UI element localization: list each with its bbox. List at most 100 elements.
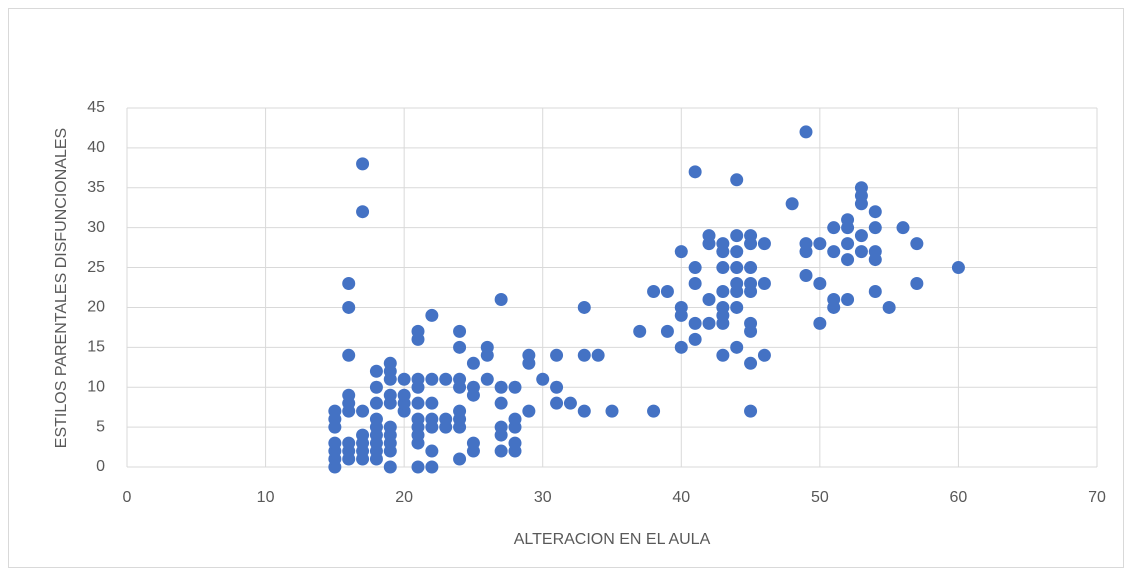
x-tick-label: 0 — [123, 489, 132, 506]
point — [660, 284, 674, 298]
point — [550, 380, 564, 394]
point — [716, 284, 730, 298]
point — [799, 237, 813, 251]
x-tick-label: 50 — [811, 489, 829, 506]
point — [730, 277, 744, 291]
y-tick-label: 10 — [87, 378, 105, 395]
x-tick-label: 30 — [534, 489, 552, 506]
point — [674, 340, 688, 354]
point — [841, 292, 855, 306]
point — [356, 157, 370, 171]
point — [688, 165, 702, 179]
point — [799, 269, 813, 283]
point — [730, 245, 744, 259]
point — [397, 388, 411, 402]
point — [411, 372, 425, 386]
point — [411, 412, 425, 426]
y-tick-label: 20 — [87, 299, 105, 316]
point — [342, 277, 356, 291]
point — [328, 404, 342, 418]
point — [785, 197, 799, 211]
point — [494, 444, 508, 458]
point — [647, 404, 661, 418]
x-tick-label: 70 — [1088, 489, 1106, 506]
point — [480, 340, 494, 354]
point — [744, 356, 758, 370]
point — [397, 372, 411, 386]
point — [356, 428, 370, 442]
point — [383, 388, 397, 402]
point — [342, 348, 356, 362]
point — [716, 237, 730, 251]
point — [854, 181, 868, 195]
point — [453, 340, 467, 354]
point — [730, 173, 744, 187]
point — [813, 316, 827, 330]
point — [882, 300, 896, 314]
point — [536, 372, 550, 386]
point — [522, 348, 536, 362]
point — [508, 436, 522, 450]
point — [425, 412, 439, 426]
point — [369, 412, 383, 426]
point — [494, 396, 508, 410]
x-tick-label: 60 — [950, 489, 968, 506]
point — [508, 380, 522, 394]
point — [841, 213, 855, 227]
point — [702, 316, 716, 330]
point — [757, 237, 771, 251]
point — [342, 436, 356, 450]
point — [716, 261, 730, 275]
point — [730, 261, 744, 275]
x-tick-label: 20 — [395, 489, 413, 506]
point — [688, 316, 702, 330]
point — [744, 229, 758, 243]
point — [356, 404, 370, 418]
point — [744, 404, 758, 418]
point — [730, 229, 744, 243]
point — [369, 364, 383, 378]
point — [813, 277, 827, 291]
point — [356, 205, 370, 219]
point — [369, 396, 383, 410]
point — [757, 277, 771, 291]
point — [439, 412, 453, 426]
y-tick-label: 5 — [96, 418, 105, 435]
point — [425, 444, 439, 458]
y-tick-label: 45 — [87, 99, 105, 116]
point — [744, 316, 758, 330]
point — [453, 372, 467, 386]
point — [328, 436, 342, 450]
point — [868, 245, 882, 259]
point — [480, 372, 494, 386]
point — [910, 277, 924, 291]
point — [702, 229, 716, 243]
point — [688, 277, 702, 291]
y-tick-label: 15 — [87, 339, 105, 356]
point — [425, 396, 439, 410]
point — [466, 356, 480, 370]
point — [466, 380, 480, 394]
point — [827, 245, 841, 259]
point — [744, 277, 758, 291]
y-tick-label: 35 — [87, 179, 105, 196]
point — [868, 221, 882, 235]
point — [411, 460, 425, 474]
point — [411, 324, 425, 338]
point — [508, 412, 522, 426]
point — [369, 380, 383, 394]
point — [577, 300, 591, 314]
point — [813, 237, 827, 251]
point — [688, 332, 702, 346]
point — [716, 300, 730, 314]
point — [605, 404, 619, 418]
y-tick-label: 0 — [96, 458, 105, 475]
point — [494, 380, 508, 394]
point — [647, 284, 661, 298]
point — [730, 300, 744, 314]
point — [550, 396, 564, 410]
point — [439, 372, 453, 386]
point — [383, 356, 397, 370]
